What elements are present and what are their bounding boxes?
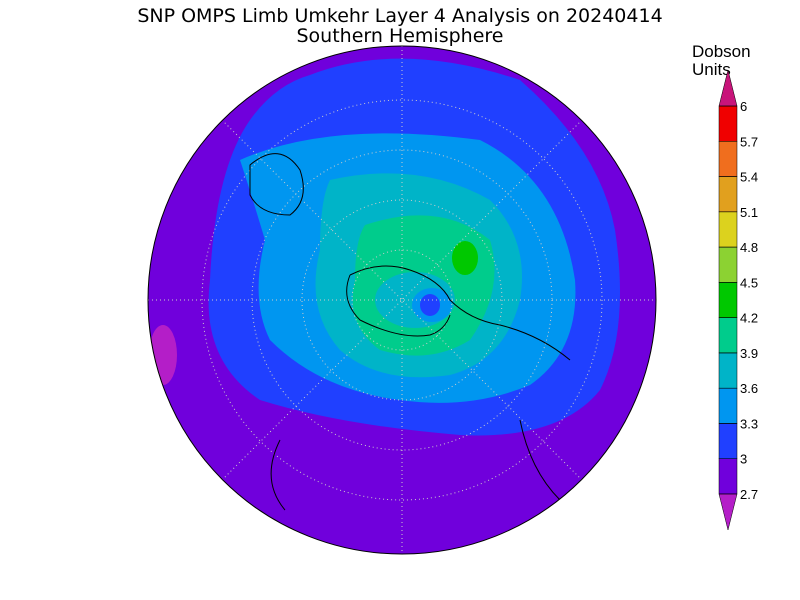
colorbar-tick-label: 4.2: [740, 311, 758, 326]
chart-title: SNP OMPS Limb Umkehr Layer 4 Analysis on…: [137, 5, 662, 27]
colorbar-segment: [718, 423, 738, 459]
contour-region: [420, 294, 440, 316]
colorbar-label: Units: [692, 60, 731, 79]
colorbar-tick-label: 6: [740, 99, 747, 114]
colorbar: 2.7 3 3.3 3.6 3.9 4.2 4.5 4.8 5.1 5.4 5.7 6: [718, 69, 758, 531]
colorbar-tick-label: 3.9: [740, 346, 758, 361]
contour-region: [452, 241, 478, 275]
colorbar-segment: [718, 246, 738, 283]
colorbar-segment: [718, 352, 738, 389]
colorbar-tick-label: 3.3: [740, 416, 758, 431]
map-border: [147, 45, 657, 555]
colorbar-tick-label: 5.7: [740, 134, 758, 149]
colorbar-tick-label: 2.7: [740, 487, 758, 502]
grid: [148, 46, 656, 554]
colorbar-segment: [718, 176, 738, 213]
colorbar-tick-label: 5.4: [740, 170, 758, 185]
colorbar-segment: [718, 141, 738, 177]
colorbar-segment: [718, 387, 738, 424]
coastline: [346, 265, 571, 361]
coastline: [249, 153, 561, 511]
colorbar-segment: [718, 211, 738, 248]
colorbar-tick-label: 3: [740, 452, 747, 467]
colorbar-label: Dobson: [692, 42, 751, 61]
colorbar-segment: [718, 105, 738, 142]
colorbar-tick-label: 4.5: [740, 275, 758, 290]
colorbar-segment: [718, 458, 738, 495]
colorbar-tick-label: 4.8: [740, 240, 758, 255]
colorbar-segment: [718, 282, 738, 318]
colorbar-tick-label: 3.6: [740, 381, 758, 396]
chart-subtitle: Southern Hemisphere: [296, 25, 503, 47]
contour-region: [149, 325, 177, 385]
colorbar-segment: [718, 317, 738, 354]
colorbar-extension: [718, 493, 738, 531]
map: [148, 46, 656, 554]
colorbar-tick-label: 5.1: [740, 205, 758, 220]
